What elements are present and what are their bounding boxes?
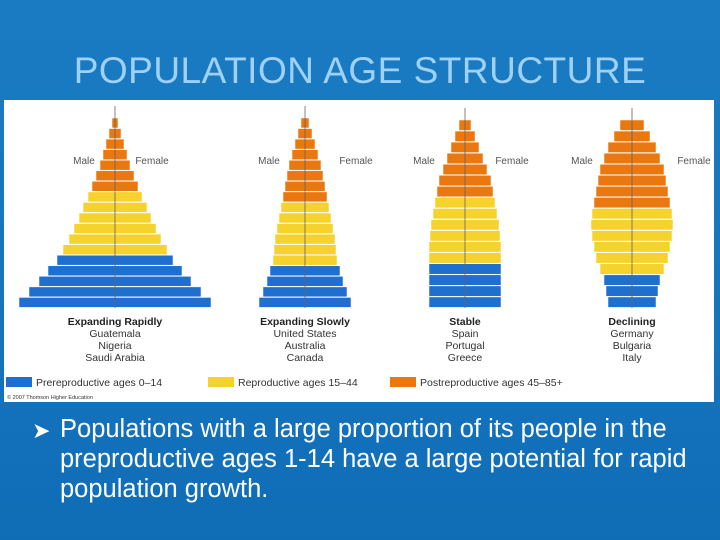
pyramid-title-4: Declining (608, 316, 655, 328)
legend-swatch-postreproductive (390, 377, 416, 387)
country-3-3: Greece (448, 352, 483, 364)
country-2-3: Canada (287, 352, 324, 364)
legend-label-reproductive: Reproductive ages 15–44 (238, 377, 358, 389)
country-2-1: United States (273, 328, 336, 340)
country-4-2: Bulgaria (613, 340, 652, 352)
country-4-3: Italy (622, 352, 642, 364)
country-1-3: Saudi Arabia (85, 352, 145, 364)
population-pyramids-figure: Male Female Expanding Rapidly Guatemala … (4, 100, 714, 402)
bullet-text: Populations with a large proportion of i… (60, 415, 687, 503)
pyramids-svg: Male Female Expanding Rapidly Guatemala … (6, 106, 711, 401)
female-label-3: Female (495, 156, 529, 167)
slide-title: POPULATION AGE STRUCTURE (73, 50, 647, 91)
legend-swatch-prereproductive (6, 377, 32, 387)
legend-label-prereproductive: Prereproductive ages 0–14 (36, 377, 162, 389)
male-label-4: Male (571, 156, 593, 167)
male-label-3: Male (413, 156, 435, 167)
arrow-bullet-icon: ➤ (32, 418, 51, 443)
copyright-note: © 2007 Thomson Higher Education (7, 394, 93, 401)
pyramid-bars (18, 106, 674, 308)
legend-label-postreproductive: Postreproductive ages 45–85+ (420, 377, 563, 389)
country-1-1: Guatemala (89, 328, 141, 340)
male-label-2: Male (258, 156, 280, 167)
male-label-1: Male (73, 156, 95, 167)
country-1-2: Nigeria (98, 340, 131, 352)
pyramid-title-3: Stable (449, 316, 481, 328)
pyramid-title-2: Expanding Slowly (260, 316, 350, 328)
female-label-1: Female (135, 156, 169, 167)
country-3-1: Spain (452, 328, 479, 340)
legend-swatch-reproductive (208, 377, 234, 387)
pyramid-title-1: Expanding Rapidly (68, 316, 163, 328)
country-2-2: Australia (285, 340, 326, 352)
female-label-4: Female (677, 156, 711, 167)
female-label-2: Female (339, 156, 373, 167)
country-4-1: Germany (610, 328, 654, 340)
country-3-2: Portugal (445, 340, 484, 352)
